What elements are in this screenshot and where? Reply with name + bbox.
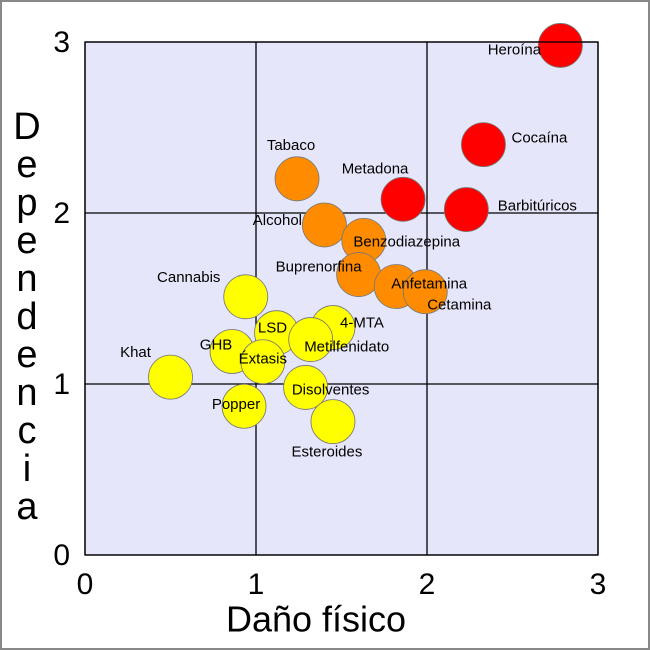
point-label: Metadona	[342, 160, 409, 177]
point-label: Éxtasis	[239, 351, 287, 368]
point-label: Disolventes	[292, 381, 370, 398]
point	[148, 354, 193, 400]
y-tick-label: 2	[53, 197, 70, 230]
point-label: Buprenorfina	[276, 259, 363, 276]
point-label: 4-MTA	[340, 315, 384, 332]
x-tick-label: 0	[77, 568, 94, 601]
point-label: Alcohol	[253, 212, 302, 229]
point-label: Cetamina	[427, 297, 492, 314]
plot-border	[84, 41, 599, 556]
point	[240, 339, 286, 385]
point-label: Cocaína	[511, 130, 568, 147]
point-label: Khat	[120, 344, 152, 361]
point-label: Cannabis	[157, 269, 220, 286]
point	[461, 122, 506, 168]
point-label: Heroína	[488, 41, 542, 58]
point-label: Metilfenidato	[304, 339, 389, 356]
x-tick-label: 2	[419, 568, 436, 601]
y-axis-title: Dependencia	[6, 106, 48, 524]
point	[301, 202, 347, 248]
point-label: GHB	[200, 336, 233, 353]
point-label: Benzodiazepina	[353, 233, 460, 250]
y-tick-label: 1	[53, 368, 70, 401]
x-tick-label: 3	[590, 568, 607, 601]
point	[380, 176, 426, 222]
point-label: Popper	[212, 396, 260, 413]
point	[221, 383, 267, 429]
point	[402, 269, 448, 315]
point	[274, 156, 320, 202]
point	[223, 274, 269, 320]
point	[537, 23, 583, 68]
point	[288, 317, 334, 362]
point-label: Barbitúricos	[498, 198, 577, 215]
x-tick-label: 1	[248, 568, 265, 601]
plot-area	[85, 42, 598, 555]
point-label: Tabaco	[267, 137, 315, 154]
point-label: Esteroides	[292, 444, 363, 461]
point	[310, 399, 356, 445]
x-axis-title: Daño físico	[226, 599, 406, 640]
point-label: Anfetamina	[391, 275, 468, 292]
y-tick-label: 3	[53, 26, 70, 59]
y-tick-label: 0	[53, 539, 70, 572]
point-label: LSD	[258, 320, 287, 337]
point	[283, 365, 328, 410]
point	[443, 187, 489, 232]
